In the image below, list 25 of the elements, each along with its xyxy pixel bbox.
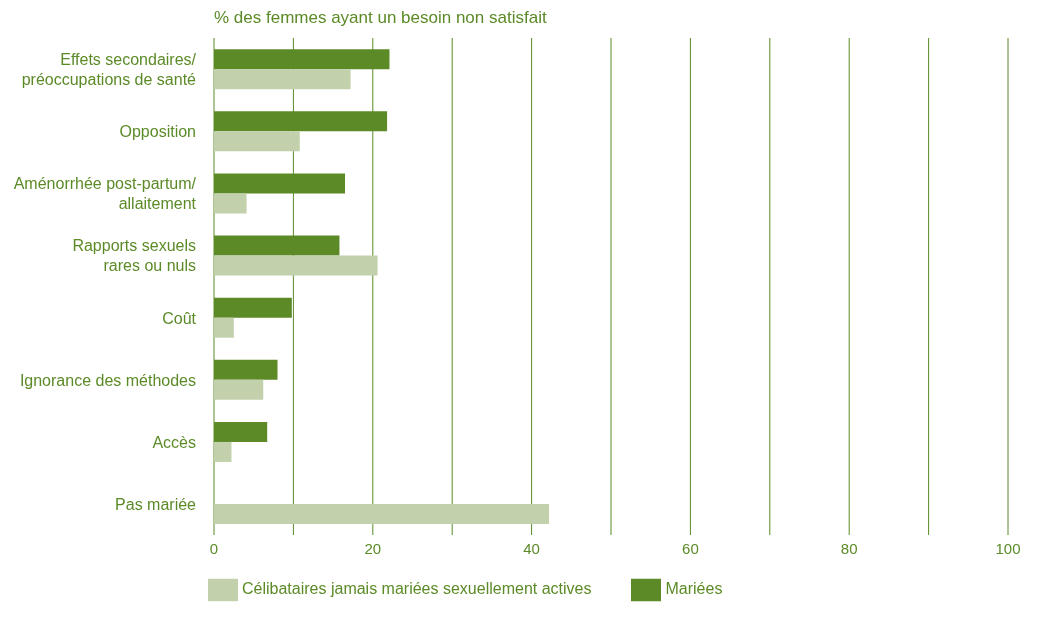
- legend-label: Mariées: [665, 580, 723, 598]
- x-tick-label: 100: [995, 539, 1021, 557]
- y-tick-label: Aménorrhée post-partum/ allaitement: [13, 174, 197, 212]
- bar: [214, 255, 378, 276]
- x-tick-label: 0: [209, 539, 219, 557]
- y-tick-label: Ignorance des méthodes: [19, 371, 196, 389]
- legend-label: Célibataires jamais mariées sexuellement actives: [242, 580, 592, 598]
- bar: [214, 69, 351, 90]
- y-tick-label: Pas mariée: [115, 495, 197, 513]
- x-tick-label: 80: [840, 539, 858, 557]
- y-tick-label: Accès: [152, 433, 196, 451]
- bar: [214, 193, 247, 214]
- bar: [214, 504, 550, 525]
- bar: [214, 131, 300, 152]
- bar: [214, 379, 264, 400]
- chart-title: % des femmes ayant un besoin non satisfait: [214, 8, 548, 29]
- x-tick-label: 40: [523, 539, 540, 557]
- y-tick-label: Coût: [162, 309, 197, 327]
- bar: [214, 441, 232, 462]
- x-tick-label: 60: [682, 539, 699, 557]
- x-tick-label: 20: [364, 539, 382, 557]
- y-tick-label: Effets secondaires/ préoccupations de santé: [21, 50, 197, 88]
- y-tick-label: Opposition: [119, 122, 196, 140]
- bar: [214, 317, 234, 338]
- y-tick-label: Rapports sexuels rares ou nuls: [72, 236, 196, 274]
